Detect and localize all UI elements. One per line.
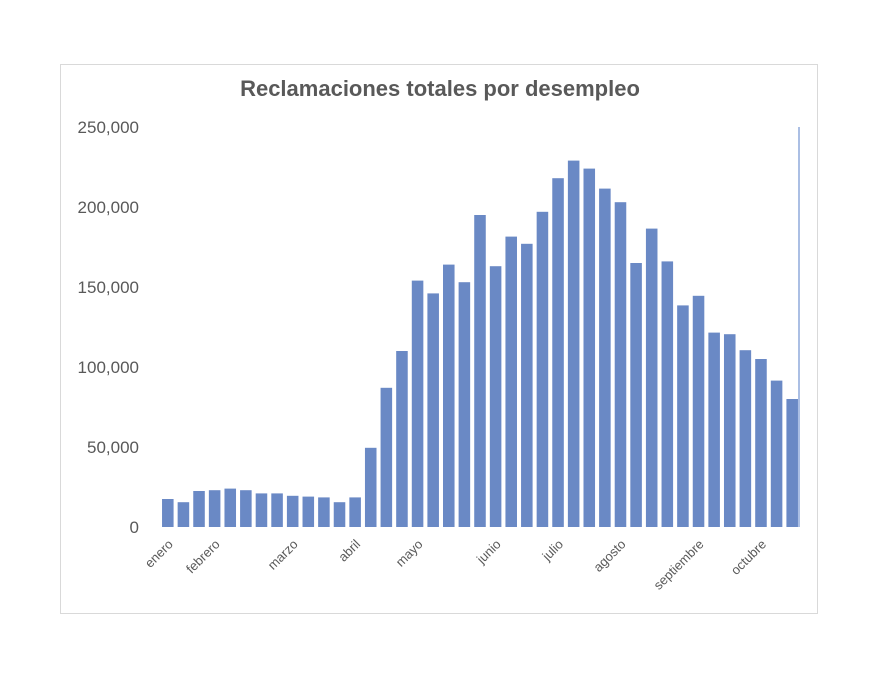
bar (708, 332, 720, 527)
x-tick-label: septiembre (651, 537, 707, 593)
bar (162, 499, 174, 527)
bar (474, 215, 486, 527)
x-tick-label: agosto (590, 537, 628, 575)
y-tick-label: 100,000 (78, 358, 139, 377)
bar (552, 178, 564, 527)
bar (505, 236, 517, 527)
chart-title: Reclamaciones totales por desempleo (240, 76, 640, 101)
bar (193, 491, 205, 527)
y-tick-label: 0 (130, 518, 139, 537)
x-tick-label: abril (335, 536, 363, 564)
x-tick-label: julio (539, 537, 567, 565)
bar (755, 359, 767, 527)
bar (349, 497, 361, 527)
x-tick-label: octubre (728, 537, 769, 578)
bar (521, 243, 533, 528)
bar (661, 261, 674, 527)
x-axis-tick-labels: enero febrero marzo abril mayo junio julio agos… (142, 536, 769, 592)
bar (318, 497, 330, 527)
bar (240, 490, 252, 527)
bar (677, 305, 689, 527)
bar (208, 490, 221, 527)
x-tick-label: marzo (265, 537, 301, 573)
bar (567, 160, 580, 527)
y-tick-label: 200,000 (78, 198, 139, 217)
x-tick-label: junio (473, 537, 504, 568)
bar (364, 447, 377, 527)
bar (443, 264, 455, 527)
bar (333, 502, 346, 527)
bar (723, 334, 736, 527)
y-tick-label: 250,000 (78, 118, 139, 137)
x-tick-label: enero (142, 537, 176, 571)
bar (692, 295, 705, 527)
bar (645, 228, 658, 527)
y-axis-tick-labels: 0 50,000 100,000 150,000 200,000 250,000 (78, 118, 139, 537)
bar (739, 350, 752, 527)
bar (224, 488, 237, 527)
bar (427, 293, 439, 527)
bar (286, 495, 299, 527)
bar (786, 399, 798, 527)
bar (177, 502, 190, 527)
bar (614, 202, 627, 527)
y-tick-label: 150,000 (78, 278, 139, 297)
bar (396, 351, 408, 527)
bar (458, 282, 471, 527)
bar (380, 387, 393, 527)
bar (630, 263, 642, 527)
bar (770, 380, 783, 527)
bar (583, 168, 596, 527)
bar (302, 496, 315, 527)
bar-series (162, 160, 798, 528)
y-tick-label: 50,000 (87, 438, 139, 457)
x-tick-label: mayo (393, 537, 426, 570)
bar (489, 266, 502, 527)
bar (599, 188, 611, 527)
bar (255, 493, 268, 527)
x-tick-label: febrero (183, 537, 223, 577)
bar (536, 211, 549, 528)
bar (271, 493, 283, 527)
bar (411, 280, 424, 527)
